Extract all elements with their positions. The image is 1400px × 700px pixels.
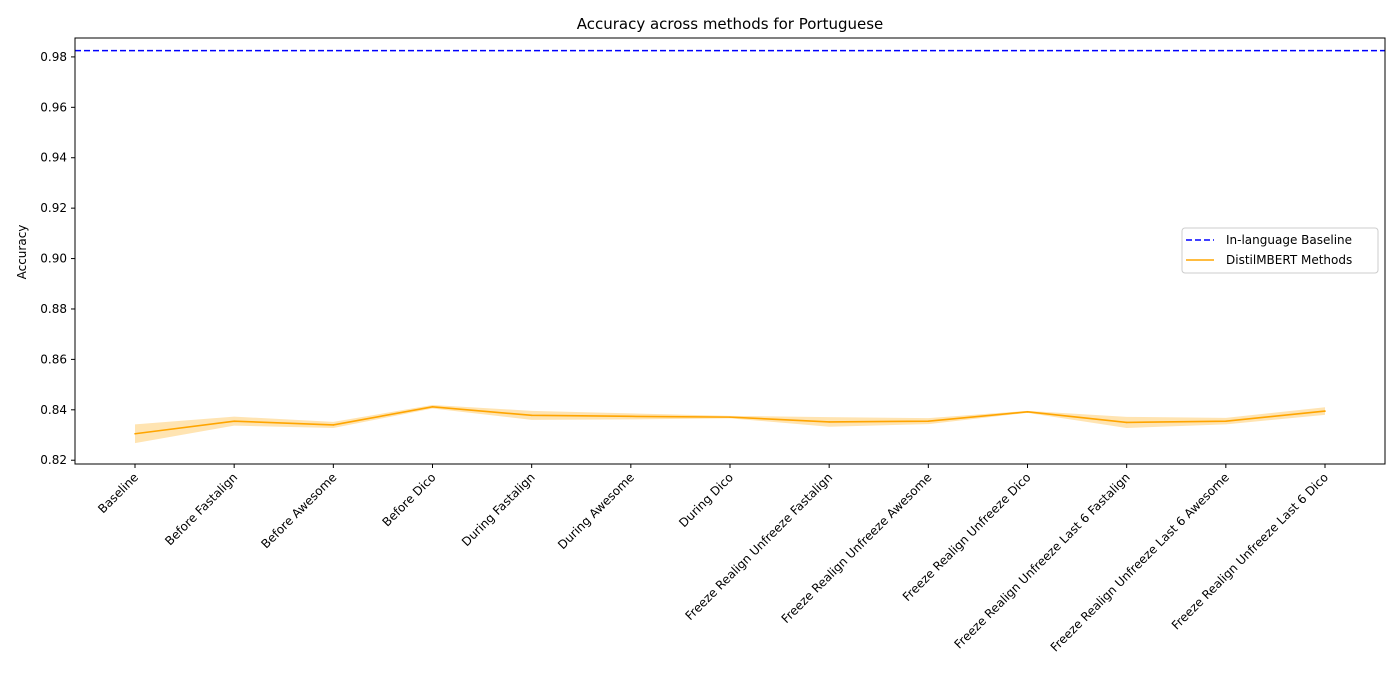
series-line-layer — [75, 49, 1385, 435]
x-tick-label: Before Awesome — [258, 470, 339, 551]
data-point — [1324, 410, 1326, 412]
y-tick-label: 0.92 — [40, 201, 67, 215]
y-tick-label: 0.94 — [40, 151, 67, 165]
data-point — [729, 416, 731, 418]
x-tick-label: During Awesome — [555, 470, 637, 552]
data-point — [1125, 421, 1128, 424]
y-tick-label: 0.82 — [40, 453, 67, 467]
data-point — [1026, 411, 1029, 413]
legend-series-label: DistilMBERT Methods — [1226, 253, 1352, 267]
data-point — [630, 415, 632, 418]
y-tick-label: 0.88 — [40, 302, 67, 316]
legend: In-language Baseline DistilMBERT Methods — [1181, 227, 1379, 274]
data-point — [927, 420, 930, 422]
data-point — [233, 420, 235, 422]
data-point — [530, 414, 533, 417]
x-tick-label: Freeze Realign Unfreeze Last 6 Awesome — [1048, 470, 1232, 654]
x-tick-label: Freeze Realign Unfreeze Last 6 Dico — [1169, 470, 1331, 632]
data-point — [828, 421, 830, 423]
x-tick-label: Freeze Realign Unfreeze Last 6 Fastalign — [952, 470, 1133, 651]
legend-baseline-label: In-language Baseline — [1226, 233, 1352, 247]
chart-title: Accuracy across methods for Portuguese — [577, 15, 884, 33]
y-tick-label: 0.90 — [40, 252, 67, 266]
data-point — [332, 424, 335, 426]
y-tick-label: 0.86 — [40, 352, 67, 366]
y-tick-label: 0.84 — [40, 403, 67, 417]
data-point — [431, 405, 434, 408]
y-tick-label: 0.98 — [40, 50, 67, 64]
y-axis-label: Accuracy — [15, 225, 29, 280]
x-tick-label: During Fastalign — [459, 470, 538, 549]
legend-box — [1181, 227, 1379, 274]
x-tick-label: During Dico — [676, 470, 736, 530]
data-point — [1225, 420, 1227, 422]
axes-layer: 0.82 0.84 0.86 0.88 0.90 0.92 0.94 0.96 0.98 Base… — [40, 37, 1386, 654]
x-tick-label: Baseline — [95, 470, 141, 516]
x-tick-label: Before Fastalign — [162, 470, 240, 548]
x-tick-label: Before Dico — [380, 470, 439, 529]
y-tick-label: 0.96 — [40, 100, 67, 114]
data-point — [134, 432, 136, 435]
